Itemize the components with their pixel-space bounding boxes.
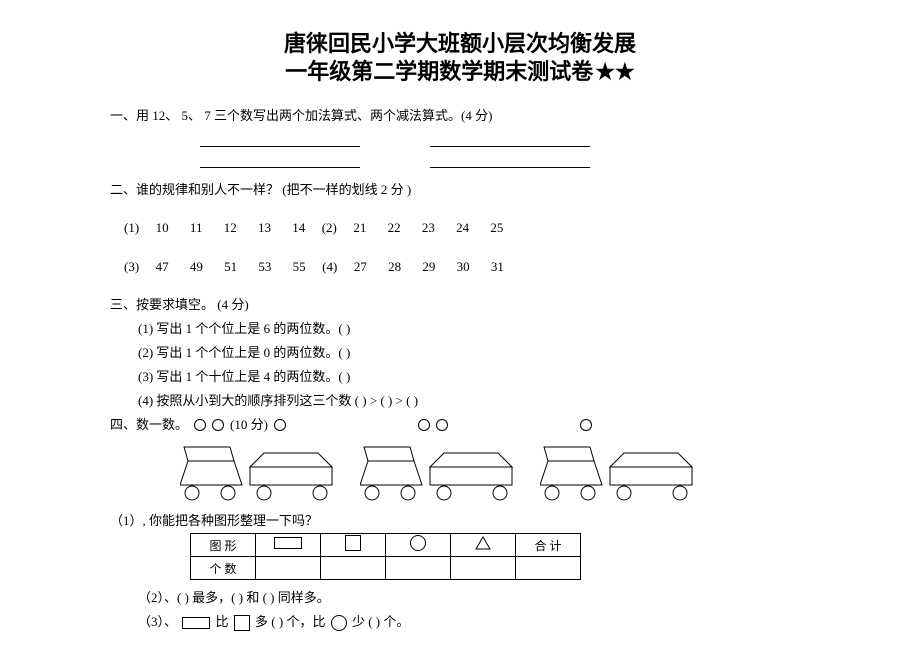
q2-row-1: (1) 10 11 12 13 14 (2) 21 22 23 24 25 <box>110 215 810 241</box>
seq-num: 28 <box>388 259 401 274</box>
text-fragment: （3）、 <box>138 614 177 629</box>
seq-num: 49 <box>190 259 203 274</box>
square-icon <box>234 615 250 631</box>
circle-icon <box>436 419 448 431</box>
q2-row-2: (3) 47 49 51 53 55 (4) 27 28 29 30 31 <box>110 254 810 280</box>
seq-label: (3) <box>124 259 139 274</box>
seq-num: 22 <box>388 220 401 235</box>
blank-line <box>430 153 590 168</box>
cell-shape <box>321 534 386 557</box>
text-fragment: 少 ( ) 个。 <box>352 614 409 629</box>
circle-icon <box>418 419 430 431</box>
train-icon <box>360 443 520 501</box>
seq-num: 23 <box>422 220 435 235</box>
q2-text: 二、谁的规律和别人不一样？ (把不一样的划线 2 分 ) <box>110 178 810 202</box>
cell-empty <box>386 557 451 580</box>
circle-icon <box>410 535 426 551</box>
circle-icon <box>580 419 592 431</box>
blank-line <box>430 132 590 147</box>
cell-total: 合 计 <box>516 534 581 557</box>
cell-empty <box>321 557 386 580</box>
circle-icon <box>194 419 206 431</box>
seq-num: 29 <box>422 259 435 274</box>
triangle-icon <box>475 536 491 550</box>
train-icon <box>180 443 340 501</box>
q1-text: 一、用 12、 5、 7 三个数写出两个加法算式、两个减法算式。(4 分) <box>110 104 810 128</box>
cell-shape <box>256 534 321 557</box>
train-icon <box>540 443 700 501</box>
circle-icon <box>331 615 347 631</box>
q3-text: 三、按要求填空。 (4 分) <box>110 293 810 317</box>
q1-blanks-row-2 <box>110 153 810 168</box>
seq-num: 14 <box>292 220 305 235</box>
seq-num: 47 <box>156 259 169 274</box>
q3-item-4: (4) 按照从小到大的顺序排列这三个数 ( ) > ( ) > ( ) <box>110 389 810 413</box>
shape-table: 图 形 合 计 个 数 <box>190 533 581 580</box>
table-row: 图 形 合 计 <box>191 534 581 557</box>
seq-num: 10 <box>156 220 169 235</box>
seq-label: (2) <box>322 220 337 235</box>
seq-num: 27 <box>354 259 367 274</box>
text-fragment: 多 ( ) 个，比 <box>255 614 329 629</box>
rectangle-icon <box>182 617 210 629</box>
q4-points: (10 分) <box>230 413 268 437</box>
trains-row <box>110 443 810 501</box>
title-line-2: 一年级第二学期数学期末测试卷 ★★ <box>285 58 634 86</box>
q4-head-text: 四、数一数。 <box>110 413 188 437</box>
cell-shape <box>451 534 516 557</box>
rectangle-icon <box>274 537 302 549</box>
q1-blanks-row-1 <box>110 132 810 147</box>
seq-num: 53 <box>258 259 271 274</box>
cell-empty <box>516 557 581 580</box>
cell-empty <box>451 557 516 580</box>
circle-icon <box>274 419 286 431</box>
seq-num: 24 <box>456 220 469 235</box>
table-row: 个 数 <box>191 557 581 580</box>
seq-label: (4) <box>322 259 337 274</box>
title-block: 唐徕回民小学大班额小层次均衡发展 一年级第二学期数学期末测试卷 ★★ <box>110 30 810 86</box>
cell-empty <box>256 557 321 580</box>
q3-item-3: (3) 写出 1 个十位上是 4 的两位数。( ) <box>110 365 810 389</box>
q4-sub3: （3）、 比 多 ( ) 个，比 少 ( ) 个。 <box>110 610 810 634</box>
seq-num: 25 <box>490 220 503 235</box>
seq-label: (1) <box>124 220 139 235</box>
blank-line <box>200 153 360 168</box>
seq-num: 31 <box>491 259 504 274</box>
circle-icon <box>212 419 224 431</box>
q4-sub1: （1）, 你能把各种图形整理一下吗？ <box>110 509 810 533</box>
star-icon: ★★ <box>595 58 634 86</box>
cell-shape <box>386 534 451 557</box>
cell-label: 图 形 <box>191 534 256 557</box>
seq-num: 12 <box>224 220 237 235</box>
seq-num: 30 <box>457 259 470 274</box>
seq-num: 11 <box>190 220 203 235</box>
q3-item-1: (1) 写出 1 个个位上是 6 的两位数。( ) <box>110 317 810 341</box>
seq-num: 51 <box>224 259 237 274</box>
seq-num: 55 <box>293 259 306 274</box>
title-text-2: 一年级第二学期数学期末测试卷 <box>285 58 593 86</box>
blank-line <box>200 132 360 147</box>
q3-item-2: (2) 写出 1 个个位上是 0 的两位数。( ) <box>110 341 810 365</box>
q4-sub2: （2）、( ) 最多，( ) 和 ( ) 同样多。 <box>110 586 810 610</box>
square-icon <box>345 535 361 551</box>
seq-num: 21 <box>353 220 366 235</box>
seq-num: 13 <box>258 220 271 235</box>
text-fragment: 比 <box>216 614 232 629</box>
q4-head: 四、数一数。 (10 分) <box>110 413 810 437</box>
cell-label: 个 数 <box>191 557 256 580</box>
title-line-1: 唐徕回民小学大班额小层次均衡发展 <box>110 30 810 58</box>
